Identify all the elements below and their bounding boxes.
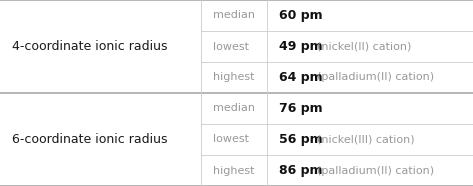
Text: 6-coordinate ionic radius: 6-coordinate ionic radius bbox=[12, 133, 167, 146]
Text: 56 pm: 56 pm bbox=[279, 133, 323, 146]
Text: 64 pm: 64 pm bbox=[279, 71, 323, 84]
Text: (nickel(III) cation): (nickel(III) cation) bbox=[317, 134, 414, 145]
Text: highest: highest bbox=[213, 166, 254, 176]
Text: 76 pm: 76 pm bbox=[279, 102, 323, 115]
Text: 60 pm: 60 pm bbox=[279, 9, 323, 22]
Text: (nickel(II) cation): (nickel(II) cation) bbox=[317, 41, 412, 52]
Text: 4-coordinate ionic radius: 4-coordinate ionic radius bbox=[12, 40, 167, 53]
Text: highest: highest bbox=[213, 73, 254, 83]
Text: (palladium(II) cation): (palladium(II) cation) bbox=[317, 166, 434, 176]
Text: 86 pm: 86 pm bbox=[279, 164, 323, 177]
Text: 49 pm: 49 pm bbox=[279, 40, 323, 53]
Text: median: median bbox=[213, 10, 255, 20]
Text: lowest: lowest bbox=[213, 134, 249, 145]
Text: lowest: lowest bbox=[213, 41, 249, 52]
Text: (palladium(II) cation): (palladium(II) cation) bbox=[317, 73, 434, 83]
Text: median: median bbox=[213, 103, 255, 113]
